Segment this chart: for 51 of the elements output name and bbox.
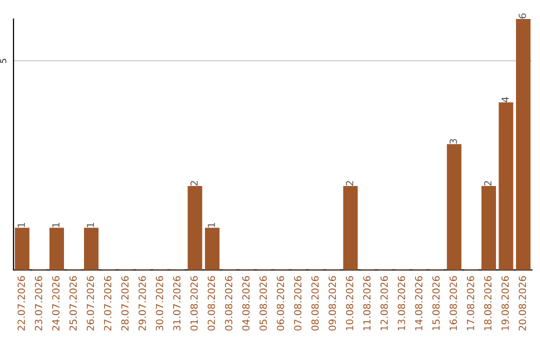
data-label: 3: [450, 139, 457, 144]
x-tick-label: 25.07.2026: [69, 276, 77, 330]
x-tick-label: 18.08.2026: [484, 276, 492, 330]
bar: [204, 228, 220, 270]
x-tick-label: 30.07.2026: [156, 276, 164, 330]
x-tick-label: 05.08.2026: [260, 276, 267, 331]
x-tick-label: 09.08.2026: [328, 276, 336, 331]
data-label: 6: [518, 13, 526, 18]
data-label: 1: [208, 222, 215, 228]
x-tick-label: 31.07.2026: [173, 276, 180, 330]
x-tick-label: 29.07.2026: [138, 276, 146, 330]
x-tick-label: 20.08.2026: [518, 276, 526, 330]
bar: [446, 144, 462, 270]
bar: [84, 228, 99, 270]
y-tick-label: 5: [0, 58, 6, 63]
bar: [188, 186, 202, 270]
x-tick-label: 07.08.2026: [294, 276, 302, 331]
bar: [498, 102, 514, 270]
bar: [343, 186, 358, 270]
data-label: 4: [502, 97, 509, 102]
x-tick-label: 04.08.2026: [242, 276, 250, 331]
x-tick-label: 28.07.2026: [121, 276, 129, 330]
x-tick-label: 24.07.2026: [52, 276, 60, 330]
data-label: 2: [346, 181, 354, 186]
data-label: 2: [190, 181, 198, 186]
x-tick-label: 02.08.2026: [208, 276, 216, 331]
x-tick-label: 14.08.2026: [415, 276, 422, 330]
x-tick-label: 27.07.2026: [104, 276, 112, 330]
x-tick-label: 17.08.2026: [466, 276, 474, 330]
x-tick-label: 08.08.2026: [311, 276, 319, 331]
x-tick-label: 15.08.2026: [432, 276, 440, 330]
data-label: 1: [86, 222, 94, 228]
x-tick-label: 23.07.2026: [34, 276, 42, 330]
x-tick-label: 10.08.2026: [346, 276, 354, 330]
data-label: 1: [18, 222, 25, 228]
bar: [49, 228, 64, 270]
x-tick-label: 01.08.2026: [190, 276, 198, 331]
x-tick-label: 06.08.2026: [276, 276, 284, 331]
data-label: 2: [484, 181, 492, 186]
x-tick-label: 26.07.2026: [86, 276, 94, 330]
x-tick-label: 16.08.2026: [450, 276, 457, 330]
x-tick-label: 11.08.2026: [363, 276, 371, 330]
x-tick-label: 12.08.2026: [380, 276, 388, 330]
x-tick-label: 19.08.2026: [501, 276, 509, 330]
x-tick-label: 22.07.2026: [18, 276, 25, 330]
bar: [516, 19, 531, 270]
data-label: 1: [52, 222, 60, 228]
x-tick-label: 13.08.2026: [398, 276, 406, 330]
x-tick-label: 03.08.2026: [224, 276, 232, 331]
bar: [481, 186, 496, 270]
bar: [14, 228, 30, 270]
